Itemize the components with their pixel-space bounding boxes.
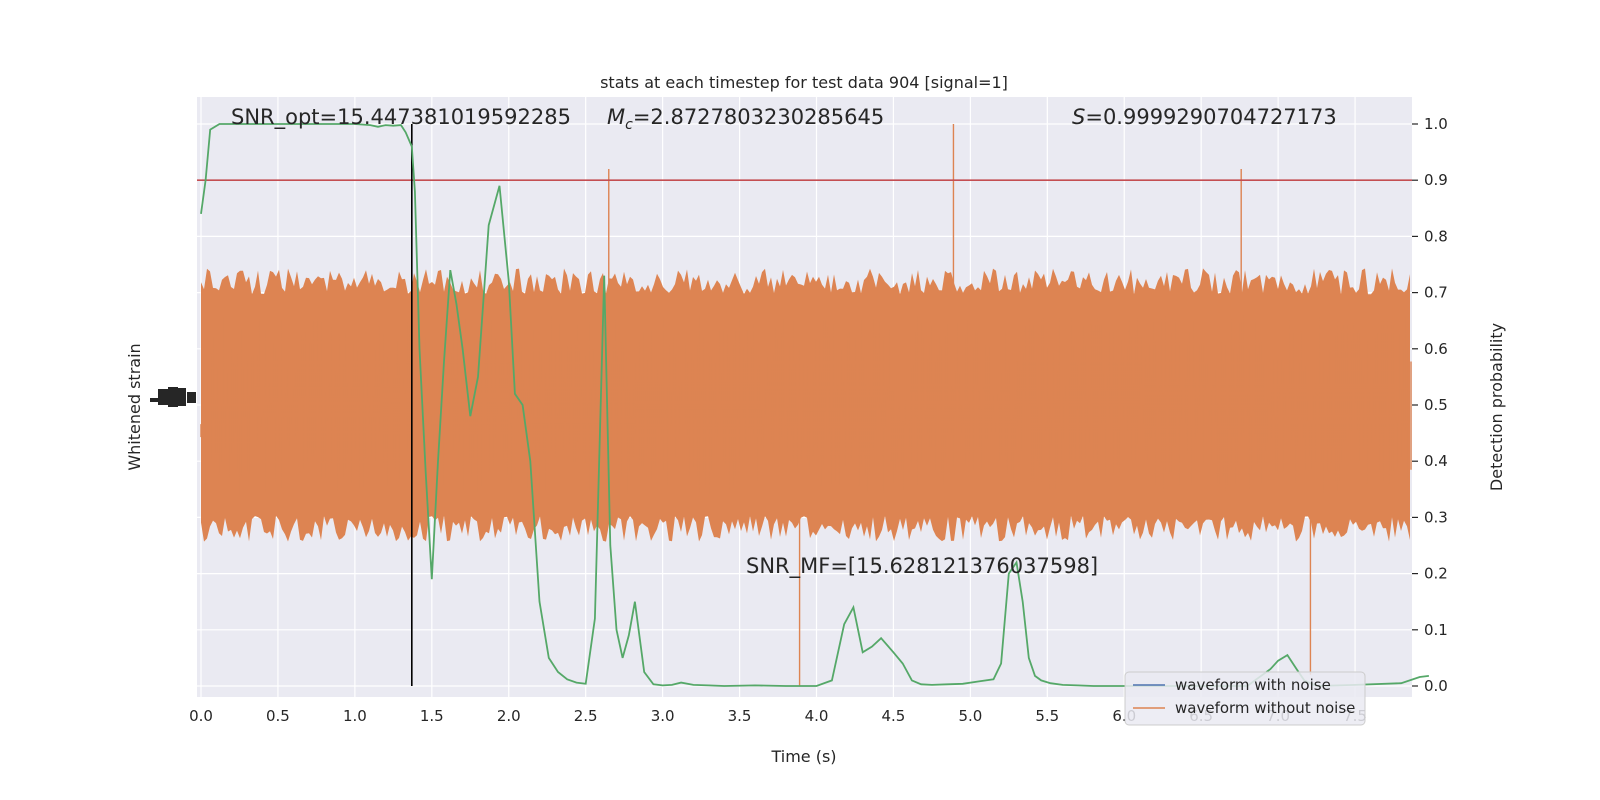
x-tick-label: 2.0 xyxy=(497,707,521,725)
mc-subscript: c xyxy=(625,117,633,133)
right-tick-label: 0.0 xyxy=(1424,677,1448,695)
right-tick-label: 0.5 xyxy=(1424,396,1448,414)
left-tick-glyph xyxy=(150,398,162,402)
x-tick-label: 5.0 xyxy=(958,707,982,725)
right-axis-label: Detection probability xyxy=(1487,323,1506,491)
s-annotation: S=0.9999290704727173 xyxy=(1072,105,1337,129)
right-tick-label: 0.9 xyxy=(1424,171,1448,189)
waveform-without-noise-trace xyxy=(200,124,1412,686)
snr-opt-annotation: SNR_opt=15.447381019592285 xyxy=(231,105,571,130)
x-tick-label: 3.5 xyxy=(728,707,752,725)
s-symbol: S xyxy=(1072,105,1085,129)
detection-probability-line xyxy=(200,123,1430,687)
x-tick-label: 0.5 xyxy=(266,707,290,725)
mc-value: =2.8727803230285645 xyxy=(633,105,884,129)
x-tick-label: 5.5 xyxy=(1035,707,1059,725)
left-tick-glyph xyxy=(187,392,196,403)
left-axis-ticks xyxy=(150,387,196,407)
x-tick-label: 4.5 xyxy=(882,707,906,725)
right-tick-label: 0.2 xyxy=(1424,565,1448,583)
x-tick-label: 0.0 xyxy=(189,707,213,725)
right-tick-label: 0.4 xyxy=(1424,452,1448,470)
x-tick-label: 2.5 xyxy=(574,707,598,725)
chart-title: stats at each timestep for test data 904… xyxy=(600,73,1008,92)
left-tick-glyph xyxy=(168,387,178,407)
right-tick-label: 1.0 xyxy=(1424,115,1448,133)
x-axis-label: Time (s) xyxy=(770,747,836,766)
legend-box xyxy=(1124,671,1366,726)
mc-symbol: M xyxy=(607,105,625,129)
x-tick-label: 1.0 xyxy=(343,707,367,725)
mc-annotation: Mc=2.8727803230285645 xyxy=(607,105,884,133)
left-axis-label: Whitened strain xyxy=(125,343,144,470)
snr-mf-annotation: SNR_MF=[15.628121376037598] xyxy=(746,554,1098,579)
legend-label-without-noise: waveform without noise xyxy=(1175,699,1355,717)
right-tick-label: 0.6 xyxy=(1424,340,1448,358)
right-tick-label: 0.7 xyxy=(1424,284,1448,302)
right-axis: 0.0 0.1 0.2 0.3 0.4 0.5 0.6 0.7 0.8 0.9 1.0 xyxy=(1412,115,1448,695)
right-tick-label: 0.3 xyxy=(1424,508,1448,526)
legend-label-with-noise: waveform with noise xyxy=(1175,676,1331,694)
x-tick-label: 4.0 xyxy=(805,707,829,725)
x-tick-label: 3.0 xyxy=(651,707,675,725)
s-value: =0.9999290704727173 xyxy=(1085,105,1336,129)
right-tick-label: 0.1 xyxy=(1424,621,1448,639)
right-tick-label: 0.8 xyxy=(1424,227,1448,245)
x-tick-label: 1.5 xyxy=(420,707,444,725)
legend: waveform with noise waveform without noi… xyxy=(1124,671,1366,726)
left-tick-glyph xyxy=(176,388,186,406)
